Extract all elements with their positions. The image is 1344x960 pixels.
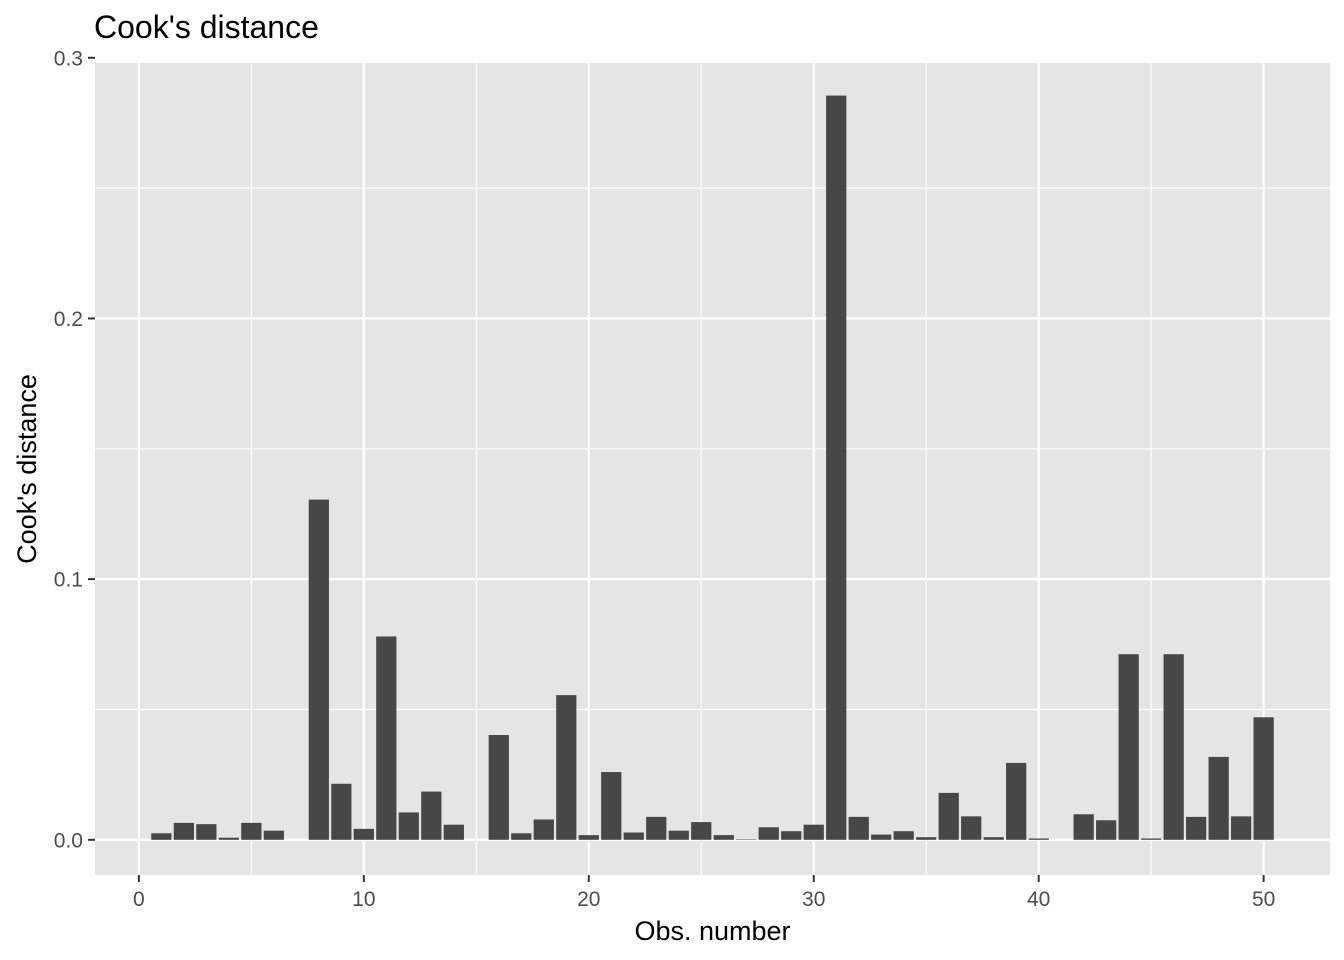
bar-obs-18 [533, 819, 554, 840]
bar-obs-49 [1231, 816, 1252, 840]
plot-panel [95, 63, 1330, 875]
bar-obs-6 [263, 830, 284, 840]
bars [151, 95, 1274, 840]
bar-obs-4 [218, 837, 239, 840]
y-tick-label: 0.3 [54, 47, 83, 70]
bar-obs-28 [758, 827, 779, 840]
y-tick-label: 0.2 [54, 308, 83, 331]
bar-obs-19 [556, 695, 577, 840]
bar-obs-40 [1028, 838, 1049, 840]
bar-obs-35 [916, 837, 937, 840]
bar-obs-16 [488, 735, 509, 840]
bar-obs-13 [421, 791, 442, 840]
bar-obs-39 [1006, 762, 1027, 840]
x-tick-label: 40 [1027, 888, 1050, 911]
bar-obs-20 [578, 835, 599, 840]
bar-obs-14 [443, 824, 464, 840]
bar-obs-10 [353, 828, 374, 840]
y-axis: 0.0 0.1 0.2 0.3 [54, 47, 95, 852]
bar-obs-38 [983, 837, 1004, 840]
x-tick-label: 20 [577, 888, 600, 911]
bar-obs-3 [196, 824, 217, 840]
bar-obs-46 [1163, 654, 1184, 840]
bar-obs-31 [826, 95, 847, 840]
bar-obs-17 [511, 833, 532, 840]
bar-obs-37 [961, 816, 982, 840]
bar-obs-50 [1253, 717, 1274, 840]
bar-obs-34 [893, 831, 914, 840]
y-tick-label: 0.1 [54, 569, 83, 592]
bar-obs-36 [938, 792, 959, 840]
bar-obs-25 [691, 822, 712, 840]
bar-obs-26 [713, 835, 734, 840]
x-tick-label: 10 [352, 888, 375, 911]
bar-obs-44 [1118, 654, 1139, 840]
y-tick-label: 0.0 [54, 829, 83, 852]
bar-obs-21 [601, 772, 622, 840]
y-axis-title: Cook's distance [12, 374, 42, 564]
bar-obs-45 [1141, 838, 1162, 840]
bar-obs-48 [1208, 756, 1229, 840]
bar-obs-42 [1073, 814, 1094, 840]
bar-obs-2 [173, 822, 194, 840]
bar-obs-22 [623, 832, 644, 840]
bar-obs-33 [871, 834, 892, 840]
x-tick-label: 30 [802, 888, 825, 911]
bar-obs-24 [668, 830, 689, 840]
bar-obs-23 [646, 816, 667, 840]
minor-gridlines [95, 63, 1330, 875]
bar-obs-9 [331, 783, 352, 840]
x-axis: 0 10 20 30 40 50 [133, 875, 1275, 911]
chart-title: Cook's distance [94, 9, 319, 45]
bar-obs-29 [781, 831, 802, 840]
bar-obs-30 [803, 824, 824, 840]
bar-obs-27 [736, 839, 757, 840]
x-tick-label: 50 [1252, 888, 1275, 911]
bar-obs-8 [308, 499, 329, 840]
bar-obs-43 [1096, 820, 1117, 840]
bar-obs-5 [241, 822, 262, 840]
x-axis-title: Obs. number [634, 916, 790, 946]
x-tick-label: 0 [133, 888, 145, 911]
bar-obs-11 [376, 636, 397, 840]
bar-obs-32 [848, 816, 869, 840]
bar-obs-12 [398, 812, 419, 840]
bar-obs-1 [151, 833, 172, 840]
bar-obs-47 [1186, 816, 1207, 840]
